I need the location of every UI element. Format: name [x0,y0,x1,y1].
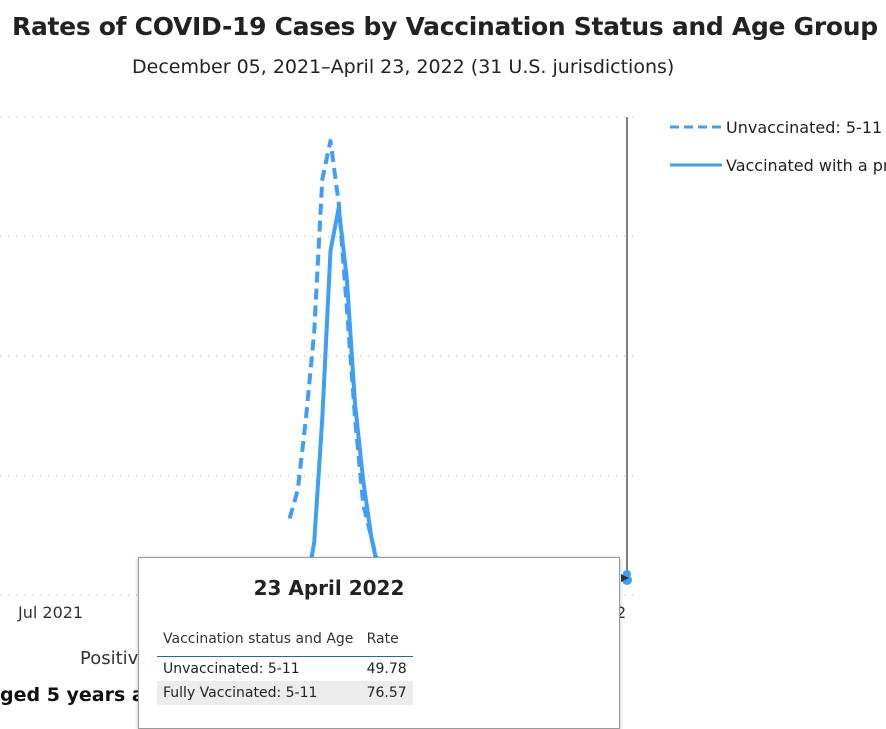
footer-text: ged 5 years ar [0,684,155,706]
x-tick-label-jul-2021: Jul 2021 [17,603,83,622]
legend-swatch-dashed [670,125,722,129]
legend-label: Vaccinated with a pr [726,155,886,175]
tooltip-row-label: Fully Vaccinated: 5-11 [157,681,361,705]
x-tick-label-end: 2 [616,603,626,622]
chart-tooltip: 23 April 2022 Vaccination status and Age… [138,557,620,729]
tooltip-row: Unvaccinated: 5-11 49.78 [157,657,413,682]
legend-item-vaccinated[interactable]: Vaccinated with a pr [668,146,886,184]
tooltip-header-row: Vaccination status and Age Rate [157,628,413,657]
tooltip-date: 23 April 2022 [253,576,405,600]
chart-title: Rates of COVID-19 Cases by Vaccination S… [12,12,878,41]
tooltip-pointer [621,574,629,582]
series-line-vaccinated[interactable] [304,205,382,591]
x-axis-label: Positiv [80,648,139,669]
tooltip-table: Vaccination status and Age Rate Unvaccin… [157,628,413,705]
legend-label: Unvaccinated: 5-11 [726,117,883,137]
tooltip-row-label: Unvaccinated: 5-11 [163,661,300,677]
tooltip-row-value: 76.57 [360,681,413,705]
tooltip-col-rate: Rate [360,628,413,657]
legend-item-unvaccinated[interactable]: Unvaccinated: 5-11 [668,108,886,146]
series-line-unvaccinated[interactable] [287,138,390,587]
tooltip-row-value: 49.78 [366,661,407,677]
legend-swatch-solid [670,163,722,167]
series-layer [287,138,390,591]
chart-legend: Unvaccinated: 5-11 Vaccinated with a pr [668,108,886,184]
chart-subtitle: December 05, 2021–April 23, 2022 (31 U.S… [132,56,675,78]
tooltip-row: Fully Vaccinated: 5-11 76.57 [157,681,413,705]
tooltip-col-status: Vaccination status and Age [157,628,361,657]
